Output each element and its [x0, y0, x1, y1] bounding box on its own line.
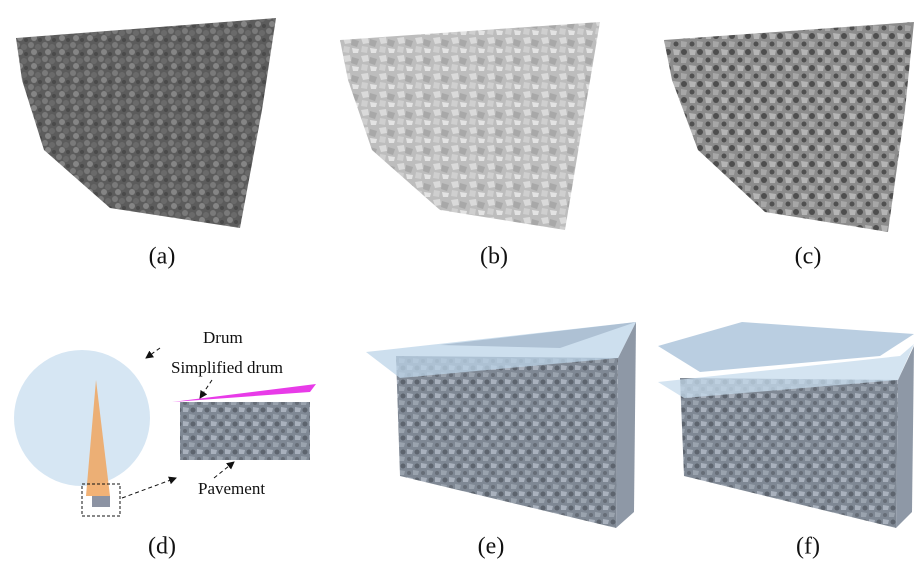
cube-front	[396, 356, 618, 528]
panel-label: (c)	[795, 244, 822, 270]
annotation: Pavement	[198, 479, 265, 498]
panel-label: (b)	[480, 244, 508, 270]
simplified-drum	[172, 384, 316, 402]
arrow	[200, 380, 212, 398]
combined-cube	[664, 22, 914, 232]
mortar-cube	[340, 22, 600, 230]
cube-front	[680, 378, 898, 528]
pavement-block	[180, 402, 310, 460]
panel-label: (a)	[149, 244, 176, 270]
aggregate-cube	[16, 18, 276, 228]
arrow	[146, 348, 160, 358]
drum-circle	[14, 350, 150, 486]
figure: (a) (b) (c) Drum Simplified drum Pavemen…	[0, 0, 916, 564]
pavement-sample	[92, 496, 110, 507]
panel-label: (d)	[148, 534, 176, 560]
arrow	[122, 478, 176, 498]
annotation: Drum	[203, 328, 243, 347]
panel-label: (f)	[796, 534, 820, 560]
annotation: Simplified drum	[171, 358, 283, 377]
arrow	[214, 462, 234, 478]
panel-label: (e)	[478, 534, 505, 560]
